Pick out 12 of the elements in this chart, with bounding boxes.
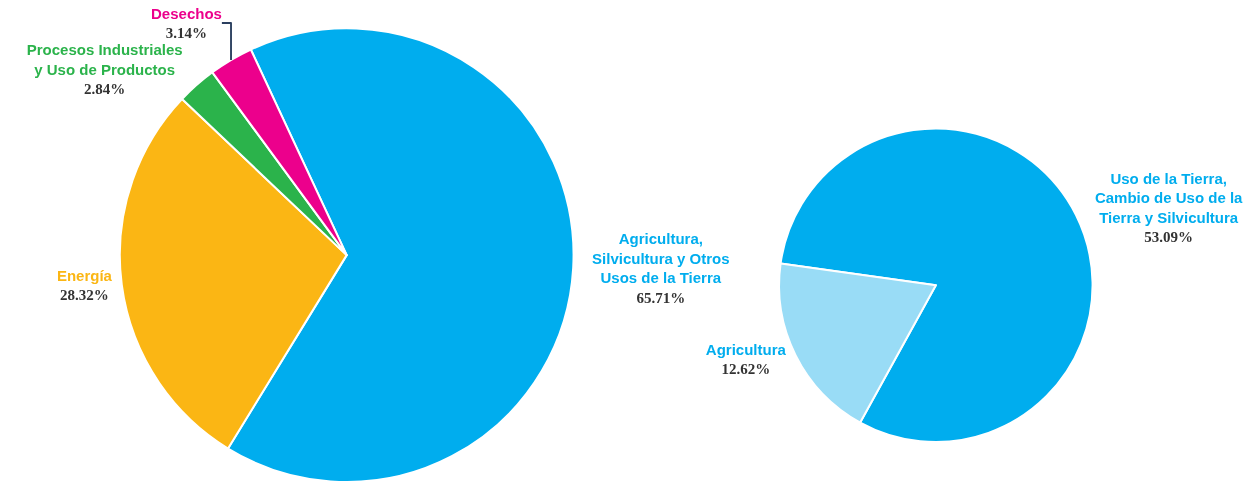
data-label: 65.71% [636,289,686,306]
slice-label: Energía [56,266,113,284]
slice-label: Desechos [151,4,222,22]
data-label: 28.32% [60,287,109,304]
slice-label: Agricultura, Silvicultura y Otros Usos de la Tierra [592,230,730,287]
data-label: 3.14% [165,25,208,42]
slice-label: Agricultura [705,340,787,358]
slice-label: Uso de la Tierra, Cambio de Uso de la Tierra y Silvicultura [1094,169,1244,226]
data-label: 53.09% [1144,229,1194,246]
data-label: 2.84% [84,81,126,98]
slice-label: Procesos Industriales y Uso de Productos [26,41,183,78]
data-label: 12.62% [721,361,771,378]
